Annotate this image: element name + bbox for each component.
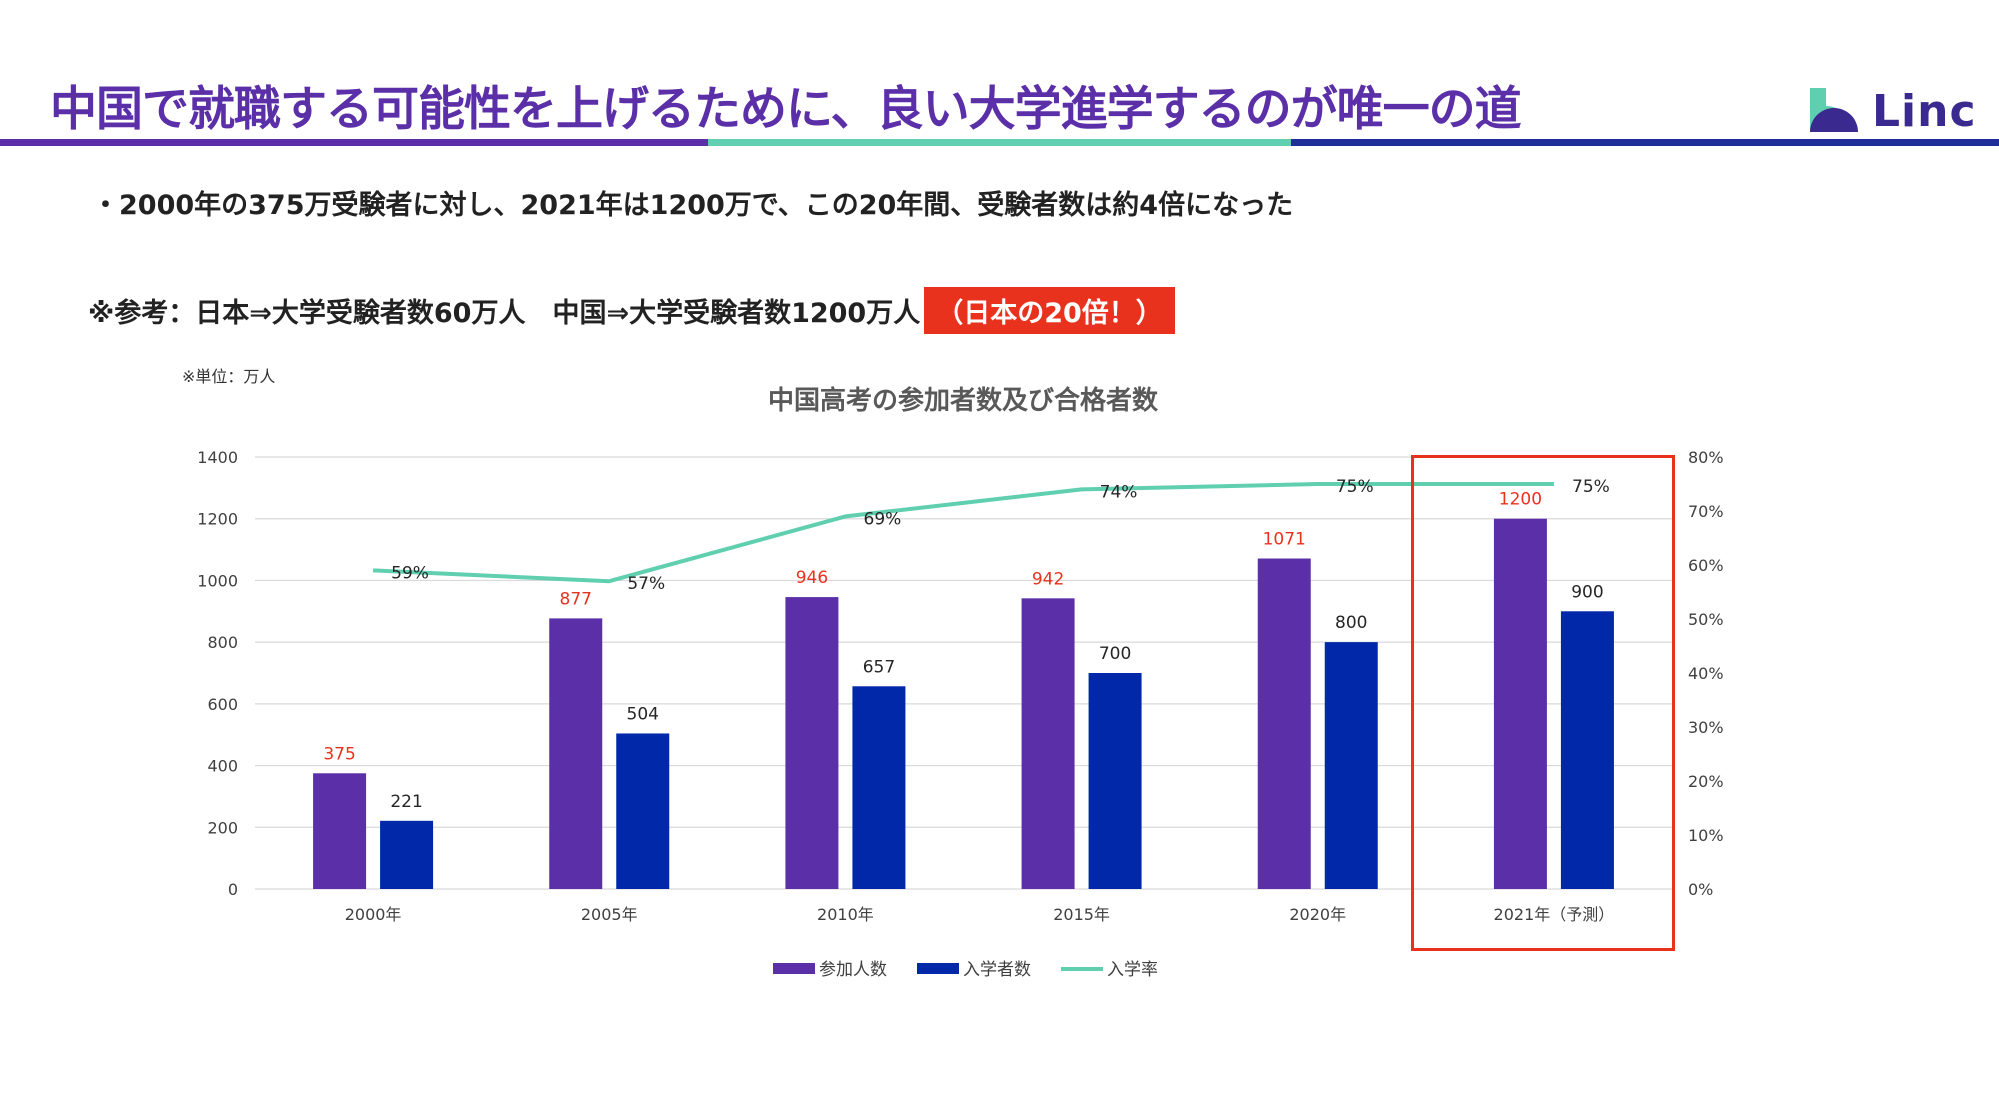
y-right-tick-label: 80% (1688, 448, 1724, 467)
data-label-admitted: 700 (1099, 644, 1131, 664)
data-label-admitted: 900 (1571, 582, 1603, 602)
y-right-tick-label: 60% (1688, 556, 1724, 575)
data-label-participants: 1071 (1263, 530, 1306, 550)
data-label-rate: 69% (864, 509, 902, 529)
x-tick-label: 2000年 (345, 905, 402, 924)
data-label-admitted: 504 (627, 704, 659, 724)
data-label-participants: 1200 (1499, 490, 1542, 510)
y-left-tick-label: 0 (228, 880, 238, 899)
legend-label-admitted: 入学者数 (963, 960, 1031, 980)
chart-title: 中国高考の参加者数及び合格者数 (768, 385, 1159, 416)
y-left-tick-label: 1400 (197, 448, 238, 467)
title-rule-purple (0, 139, 708, 146)
data-label-participants: 942 (1032, 569, 1064, 589)
data-label-admitted: 221 (390, 792, 422, 812)
data-label-rate: 74% (1100, 482, 1138, 502)
linc-logo: Linc (1806, 84, 1986, 140)
data-label-rate: 75% (1336, 477, 1374, 497)
bar-admitted (1560, 611, 1614, 889)
x-tick-label: 2021年（予測） (1494, 905, 1615, 924)
y-left-tick-label: 800 (207, 633, 238, 652)
bar-admitted (1324, 642, 1378, 889)
x-tick-label: 2020年 (1289, 905, 1346, 924)
title-rule-navy (1291, 139, 1999, 146)
y-right-tick-label: 50% (1688, 610, 1724, 629)
forecast-highlight-box (1411, 455, 1675, 951)
x-tick-label: 2005年 (581, 905, 638, 924)
bar-participants (549, 618, 603, 889)
y-left-tick-label: 200 (207, 818, 238, 837)
page-title: 中国で就職する可能性を上げるために、良い大学進学するのが唯一の道 (50, 82, 1522, 137)
y-left-tick-label: 1000 (197, 571, 238, 590)
bar-admitted (616, 733, 670, 889)
data-label-rate: 59% (391, 563, 429, 583)
logo-text: Linc (1872, 86, 1977, 137)
y-right-tick-label: 40% (1688, 664, 1724, 683)
legend-label-participants: 参加人数 (819, 960, 887, 980)
y-left-tick-label: 1200 (197, 510, 238, 529)
rate-line (372, 482, 1554, 584)
reference-note-highlight: （日本の20倍！） (924, 287, 1175, 334)
y-right-tick-label: 10% (1688, 826, 1724, 845)
summary-bullet: ・2000年の375万受験者に対し、2021年は1200万で、この20年間、受験… (92, 190, 1294, 221)
legend-label-rate: 入学率 (1107, 960, 1158, 980)
data-label-participants: 946 (796, 568, 828, 588)
title-rule-teal (708, 139, 1291, 146)
bar-participants (1021, 598, 1075, 889)
y-right-tick-label: 0% (1688, 880, 1713, 899)
bar-participants (1493, 518, 1547, 889)
bar-admitted (852, 686, 906, 889)
reference-note-text: ※参考：日本⇒大学受験者数60万人 中国⇒大学受験者数1200万人 (88, 298, 921, 329)
data-label-admitted: 800 (1335, 613, 1367, 633)
y-left-tick-label: 400 (207, 757, 238, 776)
x-tick-label: 2010年 (817, 905, 874, 924)
data-label-rate: 57% (627, 574, 665, 594)
reference-note: ※参考：日本⇒大学受験者数60万人 中国⇒大学受験者数1200万人 （日本の20… (88, 287, 1175, 334)
bar-participants (1257, 558, 1311, 889)
data-label-admitted: 657 (863, 657, 895, 677)
linc-logo-icon (1810, 88, 1858, 132)
legend-swatch-participants (773, 963, 815, 974)
data-label-participants: 877 (560, 589, 592, 609)
bar-admitted (380, 820, 434, 889)
bar-participants (313, 773, 367, 889)
y-right-tick-label: 30% (1688, 718, 1724, 737)
unit-note: ※単位：万人 (182, 367, 276, 386)
data-label-participants: 375 (323, 744, 355, 764)
bar-participants (785, 597, 839, 889)
data-label-rate: 75% (1572, 477, 1610, 497)
bar-admitted (1088, 673, 1142, 889)
y-right-tick-label: 70% (1688, 502, 1724, 521)
y-right-tick-label: 20% (1688, 772, 1724, 791)
legend-swatch-admitted (917, 963, 959, 974)
x-tick-label: 2015年 (1053, 905, 1110, 924)
y-left-tick-label: 600 (207, 695, 238, 714)
